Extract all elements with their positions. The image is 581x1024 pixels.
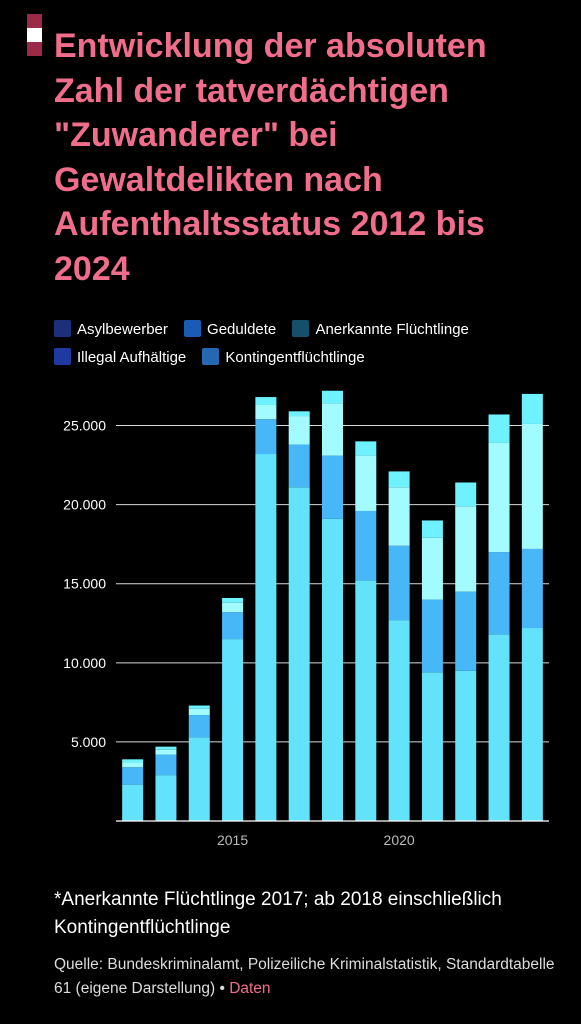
bar-segment [155,749,177,755]
legend-item-anerkannte-fluechtlinge[interactable]: Anerkannte Flüchtlinge [292,316,469,344]
bar-segment [388,487,410,546]
legend-item-illegal-aufhaeltige[interactable]: Illegal Aufhältige [54,344,186,372]
bar-segment [222,639,244,821]
y-tick-label: 5.000 [71,734,106,750]
bar-segment [188,708,210,716]
bar-segment [455,482,477,507]
bar-segment [155,746,177,750]
bar-segment [322,390,343,404]
bar-segment [421,599,443,673]
legend-item-kontingentfluechtlinge[interactable]: Kontingentflüchtlinge [202,344,365,372]
bar-segment [222,602,244,613]
y-tick-label: 20.000 [63,497,106,513]
bar-segment [388,471,410,488]
bar-segment [255,404,277,420]
y-tick-label: 25.000 [63,418,106,434]
bar-segment [421,520,443,538]
bar-segment [122,767,144,785]
bar-segment [455,591,477,671]
bar-segment [322,403,343,456]
bar-segment [521,393,543,424]
bar-segment [521,423,543,549]
bar-segment [455,670,477,821]
bar-segment [488,552,510,635]
bar-segment [322,455,343,519]
bar-segment [122,784,144,821]
bar-segment [388,545,410,621]
legend-swatch-icon [54,348,71,365]
source-text: Quelle: Bundeskriminalamt, Polizeiliche … [54,956,555,997]
bar-segment [355,455,377,511]
bar-segment [155,754,177,776]
bar-segment [188,705,210,709]
bar-segment [222,612,244,640]
bar-segment [521,548,543,629]
bar-segment [188,715,210,738]
bar-segment [355,441,377,456]
bar-segment [488,634,510,821]
legend-label: Illegal Aufhältige [77,349,187,366]
legend-label: Asylbewerber [77,321,168,338]
bar-segment [488,442,510,553]
legend-swatch-icon [54,320,71,337]
legend-swatch-icon [202,348,220,365]
bar-segment [155,775,177,821]
stacked-bar-chart: 5.000 10.000 15.000 20.000 25.000 2015 2020 [63,390,549,848]
legend: Asylbewerber Geduldete Anerkannte Flücht… [54,316,534,372]
data-link[interactable]: Daten [229,980,271,997]
bar-segment [288,411,310,417]
source-line: Quelle: Bundeskriminalamt, Polizeiliche … [54,953,564,1001]
legend-swatch-icon [292,320,310,337]
footnote: *Anerkannte Flüchtlinge 2017; ab 2018 ei… [54,889,502,938]
bar-segment [288,444,310,488]
bar-segment [222,597,244,603]
legend-label: Anerkannte Flüchtlinge [315,321,469,338]
bar-segment [355,580,377,821]
bar-segment [455,506,477,592]
bar-segment [388,620,410,821]
bar-segment [255,419,277,455]
y-tick-label: 15.000 [63,576,106,592]
bar-segment [322,518,343,821]
legend-swatch-icon [184,320,202,337]
bar-segment [255,397,277,405]
bar-segment [355,510,377,581]
chart-title: Entwicklung der absoluten Zahl der tatve… [54,27,487,288]
source-separator: • [219,980,225,997]
x-tick-label: 2015 [217,832,248,848]
bar-segment [488,414,510,443]
bar-segment [122,759,144,763]
legend-item-geduldete[interactable]: Geduldete [184,316,276,344]
legend-label: Kontingentflüchtlinge [225,349,365,366]
bar-segment [122,762,144,768]
bar-segment [421,672,443,821]
bar-segment [288,487,310,821]
legend-item-asylbewerber[interactable]: Asylbewerber [54,316,168,344]
bar-segment [288,416,310,445]
legend-label: Geduldete [207,321,277,338]
x-tick-label: 2020 [384,832,415,848]
bar-segment [421,537,443,600]
bar-segment [521,628,543,821]
flag-logo [27,14,42,56]
bar-segment [188,737,210,821]
bar-segment [255,454,277,821]
y-tick-label: 10.000 [63,655,106,671]
